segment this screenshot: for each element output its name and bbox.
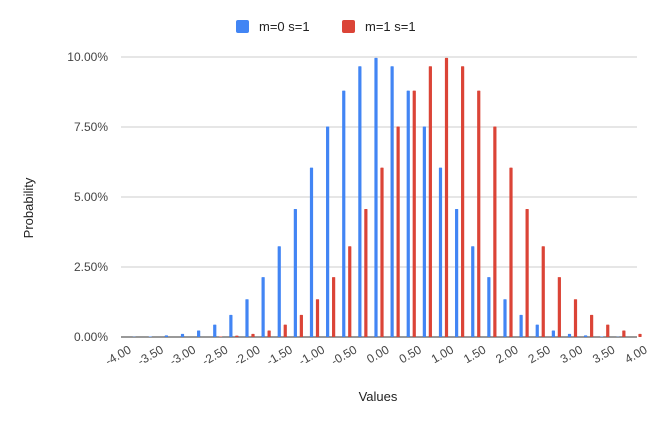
x-axis-title: Values [359, 389, 398, 404]
bar-series-1[interactable] [519, 314, 523, 337]
x-tick-label: -1.50 [264, 342, 295, 368]
bar-series-2[interactable] [251, 333, 255, 337]
bar-series-1[interactable] [277, 246, 281, 337]
x-tick-label: 1.50 [461, 342, 489, 366]
bar-series-2[interactable] [315, 299, 320, 337]
bar-series-1[interactable] [197, 330, 201, 337]
bar-series-1[interactable] [245, 299, 249, 337]
gridlines [121, 56, 637, 338]
bar-series-2[interactable] [444, 57, 449, 338]
bar-series-1[interactable] [309, 167, 314, 337]
bar-series-1[interactable] [551, 330, 555, 337]
bar-series-2[interactable] [638, 333, 642, 337]
bar-series-1[interactable] [164, 335, 168, 337]
bar-series-1[interactable] [229, 314, 233, 337]
x-tick-label: -0.50 [329, 342, 360, 368]
y-tick-label: 10.00% [67, 50, 108, 64]
bar-series-2[interactable] [332, 277, 336, 337]
y-tick-label: 5.00% [74, 190, 108, 204]
bar-series-1[interactable] [213, 324, 217, 337]
bar-series-2[interactable] [267, 330, 271, 337]
x-tick-label: -1.00 [296, 342, 327, 368]
bar-series-1[interactable] [148, 336, 152, 337]
bars [132, 57, 642, 338]
legend-item-series-1[interactable]: m=0 s=1 [236, 19, 310, 34]
bar-series-1[interactable] [358, 66, 362, 338]
bar-series-2[interactable] [477, 90, 481, 337]
bar-series-1[interactable] [584, 335, 588, 337]
x-tick-label: 1.00 [429, 342, 457, 366]
bar-series-1[interactable] [487, 277, 491, 337]
bar-series-2[interactable] [364, 209, 368, 337]
bar-series-2[interactable] [525, 209, 529, 337]
bar-series-1[interactable] [406, 90, 410, 337]
bar-series-1[interactable] [293, 209, 297, 337]
bar-series-2[interactable] [590, 314, 594, 337]
y-axis-ticks: 0.00% 2.50% 5.00% 7.50% 10.00% [67, 50, 108, 344]
x-tick-label: 3.00 [558, 342, 586, 366]
bar-series-1[interactable] [600, 336, 604, 337]
legend-label: m=0 s=1 [259, 19, 310, 34]
bar-series-1[interactable] [455, 209, 459, 337]
bar-series-2[interactable] [235, 335, 239, 337]
bar-series-2[interactable] [428, 66, 432, 338]
bar-series-1[interactable] [422, 126, 426, 337]
x-tick-label: -4.00 [103, 342, 134, 368]
bar-series-2[interactable] [461, 66, 465, 338]
y-tick-label: 2.50% [74, 260, 108, 274]
legend-swatch [342, 20, 355, 33]
x-tick-label: -2.00 [232, 342, 263, 368]
y-tick-label: 7.50% [74, 120, 108, 134]
bar-series-2[interactable] [606, 324, 610, 337]
bar-series-2[interactable] [412, 90, 416, 337]
bar-series-2[interactable] [219, 336, 223, 337]
y-axis-title: Probability [21, 177, 36, 238]
bar-series-2[interactable] [509, 167, 513, 337]
x-tick-label: 3.50 [590, 342, 618, 366]
x-tick-label: -3.50 [135, 342, 166, 368]
x-axis-ticks: -4.00 -3.50 -3.00 -2.50 -2.00 -1.50 -1.00 -0.50… [103, 342, 650, 368]
legend-swatch [236, 20, 249, 33]
legend-label: m=1 s=1 [365, 19, 416, 34]
bar-series-1[interactable] [261, 277, 265, 337]
bar-series-2[interactable] [573, 299, 578, 337]
bar-series-1[interactable] [390, 66, 394, 338]
x-tick-label: 0.00 [364, 342, 392, 366]
bar-series-2[interactable] [493, 126, 497, 337]
bar-series-1[interactable] [535, 324, 539, 337]
bar-series-2[interactable] [380, 167, 384, 337]
x-tick-label: -3.00 [167, 342, 198, 368]
y-tick-label: 0.00% [74, 330, 108, 344]
x-tick-label: 0.50 [397, 342, 425, 366]
bar-series-2[interactable] [541, 246, 545, 337]
x-tick-label: 2.00 [493, 342, 521, 366]
bar-series-1[interactable] [503, 299, 507, 337]
bar-series-2[interactable] [622, 330, 626, 337]
legend[interactable]: m=0 s=1 m=1 s=1 [236, 19, 416, 34]
x-tick-label: 2.50 [526, 342, 554, 366]
bar-series-2[interactable] [299, 314, 303, 337]
bar-series-1[interactable] [326, 126, 330, 337]
bar-series-1[interactable] [471, 246, 475, 337]
x-tick-label: 4.00 [622, 342, 650, 366]
legend-item-series-2[interactable]: m=1 s=1 [342, 19, 416, 34]
bar-series-2[interactable] [283, 324, 287, 337]
bar-series-1[interactable] [180, 333, 185, 337]
bar-series-1[interactable] [567, 333, 572, 337]
bar-series-1[interactable] [438, 167, 443, 337]
bar-series-2[interactable] [396, 126, 400, 337]
bar-series-2[interactable] [348, 246, 352, 337]
bar-series-2[interactable] [557, 277, 561, 337]
bar-series-1[interactable] [374, 57, 378, 338]
bar-series-1[interactable] [342, 90, 346, 337]
x-tick-label: -2.50 [200, 342, 231, 368]
